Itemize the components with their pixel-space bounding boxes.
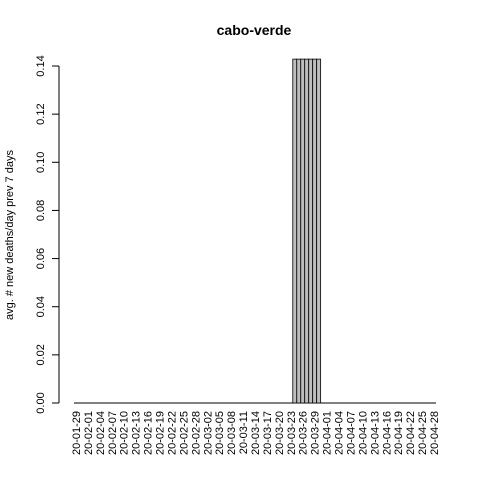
x-tick-label: 20-04-28 [429, 411, 441, 455]
y-axis: 0.00 0.02 0.04 0.06 0.08 0.10 0.12 0.14 [35, 55, 60, 414]
x-tick-label: 20-02-04 [95, 411, 107, 455]
bar [312, 58, 318, 404]
x-tick-label: 20-03-23 [286, 411, 298, 455]
x-tick-label: 20-03-02 [202, 411, 214, 455]
x-tick-label: 20-03-26 [298, 411, 310, 455]
x-tick-label: 20-03-08 [226, 411, 238, 455]
x-tick-label: 20-04-07 [345, 411, 357, 455]
bar [316, 58, 322, 404]
x-tick-label: 20-02-07 [107, 411, 119, 455]
x-tick-label: 20-04-01 [322, 411, 334, 455]
y-tick-label: 0.06 [35, 248, 47, 269]
x-tick-label: 20-04-22 [405, 411, 417, 455]
y-tick-label: 0.14 [35, 55, 47, 76]
y-tick-label: 0.12 [35, 103, 47, 124]
x-tick-label: 20-03-20 [274, 411, 286, 455]
x-tick-label: 20-02-01 [83, 411, 95, 455]
x-tick-label: 20-03-29 [310, 411, 322, 455]
x-tick-label: 20-02-16 [143, 411, 155, 455]
x-tick-label: 20-02-22 [166, 411, 178, 455]
x-tick-label: 20-04-04 [334, 411, 346, 455]
bar [300, 58, 306, 404]
x-tick-label: 20-03-11 [238, 411, 250, 454]
x-tick-label: 20-04-10 [357, 411, 369, 455]
x-tick-label: 20-03-05 [214, 411, 226, 455]
bar [304, 58, 310, 404]
y-axis-label: avg. # new deaths/day prev 7 days [4, 150, 16, 320]
bar [292, 58, 298, 404]
bar [308, 58, 314, 404]
x-tick-label: 20-04-19 [393, 411, 405, 455]
x-tick-label: 20-02-19 [155, 411, 167, 455]
x-tick-label: 20-02-25 [178, 411, 190, 455]
y-tick-label: 0.04 [35, 296, 47, 317]
x-tick-label: 20-04-16 [381, 411, 393, 455]
x-tick-label: 20-04-13 [369, 411, 381, 455]
y-tick-label: 0.10 [35, 152, 47, 173]
x-tick-label: 20-03-17 [262, 411, 274, 455]
x-tick-label: 20-03-14 [250, 411, 262, 455]
x-tick-label: 20-02-13 [131, 411, 143, 455]
bars-group [74, 58, 436, 404]
x-tick-label: 20-02-28 [190, 411, 202, 455]
chart-title: cabo-verde [217, 22, 292, 38]
x-axis: 20-01-29 20-02-01 20-02-04 20-02-07 20-02-10… [71, 411, 441, 455]
bar [296, 58, 302, 404]
y-tick-label: 0.08 [35, 200, 47, 221]
x-tick-label: 20-02-10 [119, 411, 131, 455]
y-tick-label: 0.00 [35, 392, 47, 413]
y-tick-label: 0.02 [35, 344, 47, 365]
x-tick-label: 20-01-29 [71, 411, 83, 455]
x-tick-label: 20-04-25 [417, 411, 429, 455]
